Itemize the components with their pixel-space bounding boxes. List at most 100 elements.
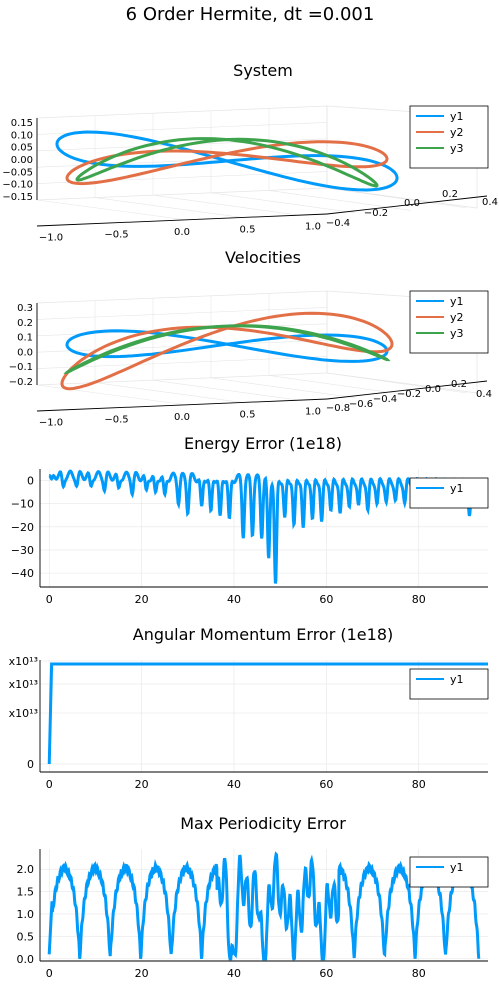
z-tick-label: 0.3: [17, 303, 33, 314]
energy-legend-box: [409, 477, 489, 509]
grid-line: [268, 190, 412, 211]
angmom-legend-box: [409, 668, 489, 700]
system-legend: y1 y2 y3: [409, 105, 489, 169]
periodicity-legend-label-y1: y1: [450, 861, 464, 874]
z-tick-label: 0.00: [11, 155, 33, 166]
z-tick-label: −0.15: [2, 192, 33, 203]
grid-line: [94, 197, 244, 218]
velocities-legend: y1 y2 y3: [409, 290, 489, 354]
angmom-x-tick-label: 60: [319, 778, 333, 791]
periodicity-y-tick-label: 2.0: [17, 863, 35, 876]
periodicity-x-tick-label: 20: [135, 967, 149, 980]
energy-y-tick-label: −40: [11, 567, 34, 580]
x-tick-label: 0.5: [240, 224, 256, 235]
energy-x-tick-label: 20: [135, 593, 149, 606]
angmom-legend-label-y1: y1: [450, 673, 464, 686]
grid-line: [36, 356, 328, 369]
angular-momentum-title: Angular Momentum Error (1e18): [133, 625, 394, 644]
energy-x-tick-label: 40: [227, 593, 241, 606]
y-tick-label: 0.4: [476, 389, 492, 400]
periodicity-x-tick-label: 80: [412, 967, 426, 980]
y-tick-label: 0.2: [442, 189, 458, 200]
series-y1-curve: [55, 130, 399, 192]
z-tick-label: 0.05: [11, 143, 33, 154]
system-legend-label-y3: y3: [450, 142, 464, 155]
angmom-y-tick-label: 0: [27, 758, 34, 771]
y-tick-label: 0.2: [451, 379, 467, 390]
angmom-x-tick-label: 0: [46, 778, 53, 791]
energy-y-tick-label: −20: [11, 521, 34, 534]
series-y1-curve: [65, 329, 389, 363]
angular-momentum-panel: Angular Momentum Error (1e18) 0 x10¹³ x10¹…: [9, 625, 489, 791]
angmom-x-tick-label: 80: [412, 778, 426, 791]
angmom-y-tick-label: x10¹³: [9, 678, 38, 691]
system-ticks: 0.150.10 0.050.00−0.05 −0.10−0.15 −1.0 −0.5 0…: [2, 118, 498, 243]
z-tick-label: 0.0: [17, 347, 33, 358]
z-tick-label: −0.1: [9, 362, 33, 373]
velocities-legend-label-y3: y3: [450, 327, 464, 340]
energy-y-tick-label: −30: [11, 544, 34, 557]
x-tick-label: −0.5: [104, 415, 128, 426]
y-tick-label: −0.6: [349, 399, 373, 410]
periodicity-legend-box: [409, 856, 489, 888]
x-axis: [36, 398, 328, 412]
grid-line: [152, 194, 300, 216]
periodicity-title: Max Periodicity Error: [180, 814, 346, 833]
series-y3-curve: [75, 137, 379, 188]
system-curves: [55, 130, 399, 192]
periodicity-x-tick-label: 40: [227, 967, 241, 980]
grid-line: [210, 192, 356, 214]
z-tick-label: 0.15: [11, 118, 33, 129]
series-y2-curve: [65, 140, 389, 186]
velocities-legend-label-y1: y1: [450, 295, 464, 308]
energy-title: Energy Error (1e18): [184, 434, 342, 453]
z-tick-label: 0.2: [17, 318, 33, 329]
grid-line: [36, 199, 188, 221]
energy-x-tick-label: 80: [412, 593, 426, 606]
periodicity-y-tick-label: 0.5: [17, 930, 35, 943]
x-tick-label: 1.0: [305, 407, 321, 418]
z-tick-label: 0.10: [11, 130, 33, 141]
back-wall: [36, 105, 328, 201]
angmom-y-tick-label: x10¹³: [9, 707, 38, 720]
energy-y-tick-label: 0: [27, 475, 34, 488]
energy-y-tick-label: −10: [11, 498, 34, 511]
y-axis: [326, 195, 488, 215]
z-tick-label: 0.1: [17, 333, 33, 344]
energy-x-tick-label: 0: [46, 593, 53, 606]
grid-line: [268, 375, 412, 396]
y-tick-label: 0.4: [482, 197, 498, 208]
system-legend-label-y1: y1: [450, 110, 464, 123]
angmom-y-tick-label: x10¹³: [9, 655, 38, 668]
grid-line: [326, 187, 468, 209]
series-y3-curve: [63, 324, 391, 374]
figure-title: 6 Order Hermite, dt =0.001: [126, 4, 375, 25]
velocities-legend-label-y2: y2: [450, 311, 464, 324]
energy-series-y1-line: [48, 469, 476, 584]
system-title: System: [233, 61, 293, 80]
y-tick-label: −0.2: [397, 389, 421, 400]
periodicity-x-tick-label: 0: [46, 967, 53, 980]
grid-line: [36, 339, 328, 353]
system-legend-label-y2: y2: [450, 126, 464, 139]
x-tick-label: 0.0: [174, 227, 190, 238]
velocities-title: Velocities: [225, 248, 301, 267]
periodicity-x-tick-label: 60: [319, 967, 333, 980]
y-tick-label: 0.0: [404, 198, 420, 209]
angmom-x-tick-label: 20: [135, 778, 149, 791]
grid-line: [94, 382, 244, 403]
x-tick-label: 0.0: [174, 412, 190, 423]
x-axis: [36, 213, 328, 227]
energy-x-tick-label: 60: [319, 593, 333, 606]
velocities-curves: [60, 311, 394, 391]
periodicity-series-y1-line: [47, 851, 481, 961]
grid-line: [36, 384, 188, 406]
periodicity-y-tick-label: 1.5: [17, 886, 35, 899]
periodicity-panel: Max Periodicity Error 0.0 0.5 1.0 1.5 2.0 0 20…: [17, 814, 489, 980]
grid-line: [152, 379, 300, 401]
grid-line: [36, 171, 328, 184]
periodicity-y-tick-label: 0.0: [17, 953, 35, 966]
energy-legend-label-y1: y1: [450, 482, 464, 495]
y-axis: [326, 380, 488, 400]
y-tick-label: 0.0: [425, 384, 441, 395]
